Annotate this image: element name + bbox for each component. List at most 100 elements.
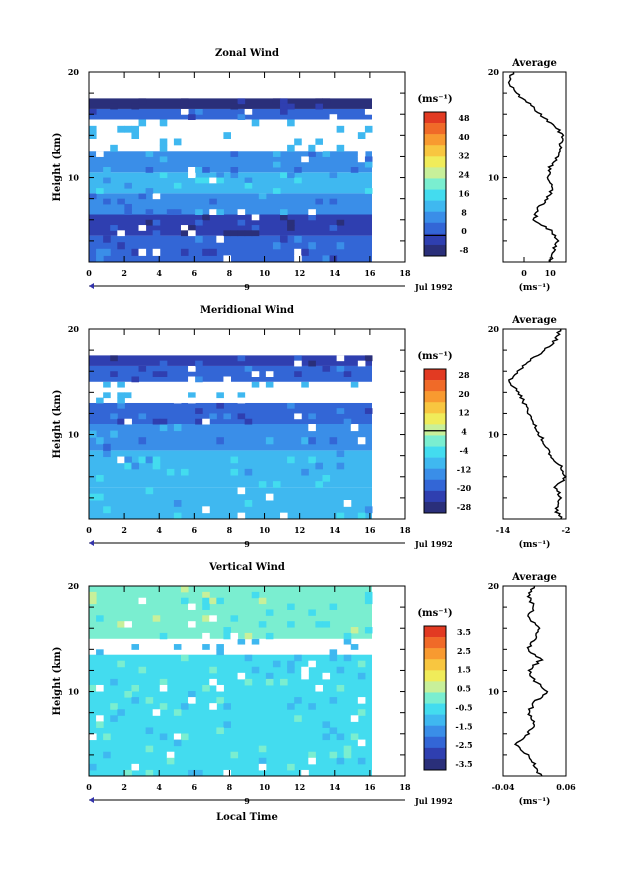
heatmap-cell	[138, 413, 147, 420]
x-tick-label: 6	[192, 782, 198, 792]
x-tick-label: 8	[227, 268, 233, 278]
heatmap-cell	[364, 591, 373, 599]
heatmap-cell	[272, 151, 281, 157]
heatmap-cell	[195, 360, 203, 367]
heatmap-cell	[145, 745, 154, 753]
heatmap-cell	[258, 763, 267, 771]
heatmap-cell	[159, 684, 168, 692]
x-tick-label: 12	[294, 525, 305, 535]
heatmap-cell	[159, 733, 168, 741]
heatmap-cell	[159, 156, 168, 163]
x-tick-label: 16	[364, 268, 376, 278]
heatmap-cell	[89, 108, 97, 115]
heatmap-cell	[308, 609, 316, 616]
heatmap-cell	[322, 119, 331, 127]
heatmap-cell	[124, 203, 132, 210]
heatmap-cell	[251, 119, 260, 127]
colorbar-swatch	[424, 736, 446, 749]
heatmap-cell	[166, 757, 175, 765]
colorbar-swatch	[424, 369, 446, 381]
heatmap-cell	[188, 225, 196, 231]
heatmap-cell	[336, 355, 345, 362]
heatmap-cell	[209, 678, 217, 686]
heatmap-cell	[329, 654, 338, 662]
heatmap-cell	[188, 172, 196, 179]
heatmap-cell	[103, 167, 111, 173]
heatmap-cell	[117, 621, 125, 628]
heatmap-cell	[209, 198, 217, 205]
heatmap-cell	[216, 684, 224, 692]
heatmap-cell	[343, 745, 352, 753]
heatmap-cell	[244, 500, 253, 507]
heatmap-cell	[131, 248, 140, 256]
heatmap-cell	[131, 132, 140, 139]
heatmap-cell	[173, 424, 182, 432]
heatmap-cell	[301, 437, 309, 445]
heatmap-cell	[294, 177, 302, 184]
heatmap-cell	[152, 371, 161, 377]
heatmap-cell	[188, 697, 196, 704]
heatmap-cell	[180, 703, 189, 710]
heatmap-cell	[294, 355, 302, 362]
average-profile-line	[507, 71, 565, 262]
average-x-tick-label: -2	[562, 525, 571, 535]
average-y-tick-label: 20	[488, 581, 500, 591]
heatmap-cell	[89, 193, 97, 200]
day-marker: 9	[244, 796, 250, 806]
heatmap-cell	[188, 603, 196, 610]
colorbar-swatch	[424, 134, 446, 146]
heatmap-cell	[159, 703, 168, 710]
heatmap-cell	[336, 733, 345, 741]
heatmap-cell	[251, 638, 260, 645]
heatmap-cell	[315, 98, 323, 105]
colorbar-swatch	[424, 211, 446, 224]
heatmap-cell	[180, 225, 189, 231]
colorbar-swatch	[424, 244, 446, 257]
heatmap-cell	[159, 418, 168, 425]
heatmap-cell	[265, 371, 274, 377]
plot-frame	[88, 585, 406, 777]
colorbar-tick-label: 16	[458, 188, 470, 198]
colorbar-tick-label: 3.5	[457, 627, 471, 637]
heatmap-cell	[152, 125, 161, 133]
x-tick-label: 12	[294, 782, 305, 792]
heatmap-cell	[117, 402, 125, 409]
colorbar-swatch	[424, 200, 446, 212]
heatmap-cell	[173, 739, 182, 747]
heatmap-cell	[336, 684, 345, 692]
colorbar-tick-label: 0.5	[457, 684, 471, 694]
x-tick-label: 10	[259, 525, 271, 535]
heatmap-cell	[357, 709, 366, 716]
heatmap-cell	[329, 255, 338, 263]
average-y-tick-label: 20	[488, 324, 500, 334]
day-axis-arrow	[89, 283, 94, 289]
heatmap-cell	[244, 678, 253, 686]
colorbar	[424, 112, 446, 257]
x-tick-label: 16	[364, 782, 376, 792]
x-tick-label: 4	[156, 782, 162, 792]
heatmap-cell	[308, 209, 316, 215]
heatmap-cell	[103, 751, 111, 759]
heatmap-cell	[329, 125, 338, 133]
heatmap-cell	[287, 603, 295, 610]
heatmap-cell	[244, 108, 253, 115]
heatmap-cell	[301, 156, 309, 163]
heatmap-cell	[103, 177, 111, 184]
heatmap-cell	[294, 654, 302, 662]
day-axis-arrow	[89, 540, 94, 546]
heatmap-cell	[103, 235, 111, 243]
average-x-tick-label: 10	[545, 268, 557, 278]
heatmap-cell	[145, 151, 154, 157]
heatmap-cell	[230, 172, 239, 179]
day-marker: 9	[244, 539, 250, 549]
heatmap-cell	[287, 666, 295, 674]
heatmap-cell	[152, 248, 161, 256]
heatmap-cell	[287, 219, 295, 226]
heatmap-cell	[315, 103, 323, 110]
colorbar-swatch	[424, 468, 446, 481]
heatmap-cell	[287, 402, 295, 409]
heatmap-cell	[294, 697, 302, 704]
heatmap-cell	[131, 684, 140, 692]
heatmap-cell	[301, 248, 309, 256]
